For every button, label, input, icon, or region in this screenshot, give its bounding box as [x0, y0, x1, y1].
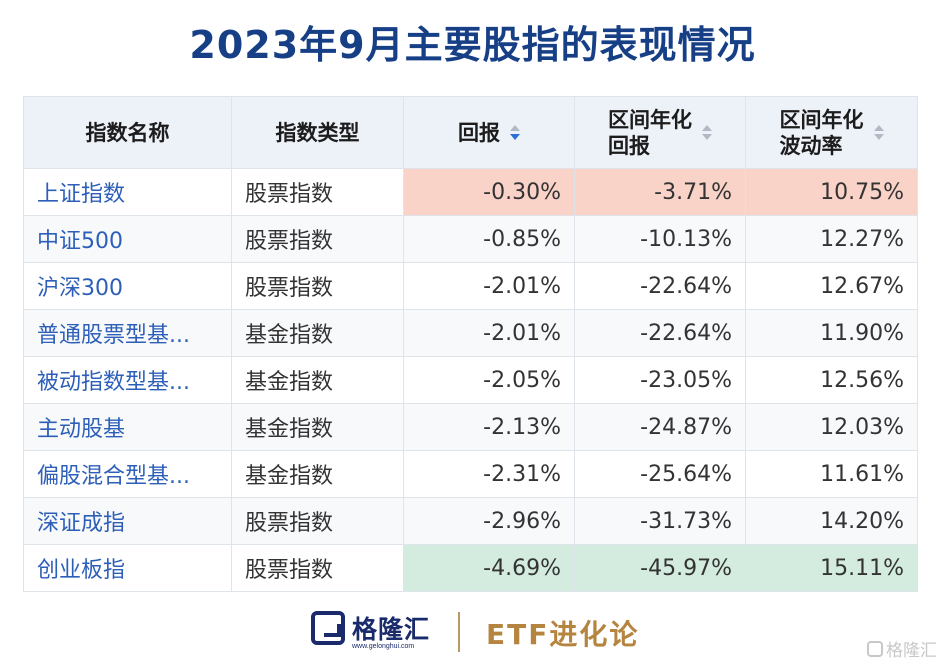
index-name-link[interactable]: 普通股票型基... — [23, 309, 232, 357]
volatility-value: 12.56% — [745, 356, 918, 404]
annualized-return-value: -22.64% — [574, 262, 746, 310]
header-label: 指数名称 — [85, 120, 170, 145]
volatility-value: 11.61% — [745, 450, 918, 498]
footer-divider — [458, 612, 460, 652]
index-name-link[interactable]: 上证指数 — [23, 168, 232, 216]
index-type: 基金指数 — [231, 356, 404, 404]
index-type: 股票指数 — [231, 497, 404, 545]
table-row: 主动股基 基金指数 -2.13% -24.87% 12.03% — [23, 403, 918, 451]
volatility-value: 12.03% — [745, 403, 918, 451]
index-name-link[interactable]: 被动指数型基... — [23, 356, 232, 404]
table-row: 中证500 股票指数 -0.85% -10.13% 12.27% — [23, 215, 918, 263]
index-name-link[interactable]: 偏股混合型基... — [23, 450, 232, 498]
header-label: 回报 — [458, 120, 500, 145]
index-type: 股票指数 — [231, 215, 404, 263]
volatility-value: 14.20% — [745, 497, 918, 545]
sort-icon[interactable] — [510, 125, 520, 140]
return-value: -2.13% — [403, 403, 575, 451]
header-annualized-return[interactable]: 区间年化 回报 — [574, 96, 746, 169]
annualized-return-value: -24.87% — [574, 403, 746, 451]
annualized-return-value: -25.64% — [574, 450, 746, 498]
index-name-link[interactable]: 深证成指 — [23, 497, 232, 545]
index-name-link[interactable]: 沪深300 — [23, 262, 232, 310]
footer: 格隆汇 www.gelonghui.com ETF进化论 格隆汇 — [0, 604, 945, 664]
index-type: 股票指数 — [231, 262, 404, 310]
logo-name: 格隆汇 — [352, 615, 431, 644]
return-value: -2.31% — [403, 450, 575, 498]
watermark-logo-icon — [867, 640, 883, 657]
table-header-row: 指数名称 指数类型 回报 区间年化 回报 区间年化 波动率 — [23, 96, 918, 169]
table-row: 偏股混合型基... 基金指数 -2.31% -25.64% 11.61% — [23, 450, 918, 498]
page-title: 2023年9月主要股指的表现情况 — [189, 23, 756, 67]
annualized-return-value: -31.73% — [574, 497, 746, 545]
index-type: 基金指数 — [231, 309, 404, 357]
volatility-value: 12.67% — [745, 262, 918, 310]
volatility-value: 12.27% — [745, 215, 918, 263]
annualized-return-value: -10.13% — [574, 215, 746, 263]
table-row: 被动指数型基... 基金指数 -2.05% -23.05% 12.56% — [23, 356, 918, 404]
header-label: 区间年化 波动率 — [779, 107, 864, 158]
volatility-value: 15.11% — [745, 544, 918, 592]
header-label: 指数类型 — [275, 120, 360, 145]
table-row: 深证成指 股票指数 -2.96% -31.73% 14.20% — [23, 497, 918, 545]
annualized-return-value: -22.64% — [574, 309, 746, 357]
annualized-return-value: -45.97% — [574, 544, 746, 592]
watermark-text: 格隆汇 — [886, 641, 937, 661]
header-return[interactable]: 回报 — [403, 96, 575, 169]
table-row: 上证指数 股票指数 -0.30% -3.71% 10.75% — [23, 168, 918, 216]
return-value: -2.05% — [403, 356, 575, 404]
table-row: 普通股票型基... 基金指数 -2.01% -22.64% 11.90% — [23, 309, 918, 357]
logo-url: www.gelonghui.com — [352, 643, 415, 650]
return-value: -4.69% — [403, 544, 575, 592]
index-type: 基金指数 — [231, 403, 404, 451]
return-value: -0.85% — [403, 215, 575, 263]
index-type: 股票指数 — [231, 544, 404, 592]
table-row: 沪深300 股票指数 -2.01% -22.64% 12.67% — [23, 262, 918, 310]
sort-icon[interactable] — [873, 125, 884, 140]
volatility-value: 11.90% — [745, 309, 918, 357]
return-value: -2.01% — [403, 262, 575, 310]
gelonghui-logo-icon — [311, 611, 345, 645]
return-value: -2.01% — [403, 309, 575, 357]
header-index-type: 指数类型 — [231, 96, 404, 169]
annualized-return-value: -3.71% — [574, 168, 746, 216]
brand-name: ETF进化论 — [486, 618, 640, 651]
index-type: 基金指数 — [231, 450, 404, 498]
header-index-name: 指数名称 — [23, 96, 232, 169]
index-type: 股票指数 — [231, 168, 404, 216]
table-row: 创业板指 股票指数 -4.69% -45.97% 15.11% — [23, 544, 918, 592]
return-value: -0.30% — [403, 168, 575, 216]
index-performance-table: 指数名称 指数类型 回报 区间年化 回报 区间年化 波动率 — [23, 96, 918, 592]
header-label: 区间年化 回报 — [608, 107, 692, 158]
index-name-link[interactable]: 中证500 — [23, 215, 232, 263]
header-annualized-volatility[interactable]: 区间年化 波动率 — [745, 96, 918, 169]
index-name-link[interactable]: 创业板指 — [23, 544, 232, 592]
index-name-link[interactable]: 主动股基 — [23, 403, 232, 451]
volatility-value: 10.75% — [745, 168, 918, 216]
annualized-return-value: -23.05% — [574, 356, 746, 404]
watermark: 格隆汇 — [867, 636, 937, 661]
sort-icon[interactable] — [702, 125, 712, 140]
return-value: -2.96% — [403, 497, 575, 545]
